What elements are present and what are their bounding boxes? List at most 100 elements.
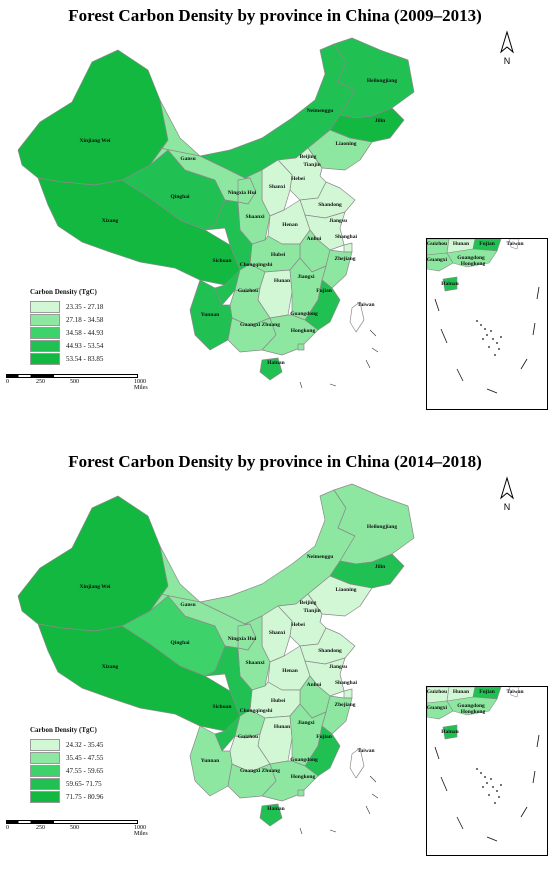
province-label-hubei: Hubei <box>271 252 286 258</box>
inset-label: Hainan <box>441 281 458 287</box>
boundary-dash <box>440 776 448 792</box>
scale-bar-1: 0 250 500 1000 Miles <box>6 372 148 391</box>
island-dot <box>476 320 478 322</box>
province-label-zhejiang: Zhejiang <box>334 702 355 708</box>
island-dot <box>476 768 478 770</box>
island-mark <box>329 383 337 387</box>
inset-label: Hunan <box>453 241 469 247</box>
inset-province-guangdong <box>446 696 498 716</box>
island-dot <box>480 324 482 326</box>
province-hainan <box>259 803 283 827</box>
province-label-shanxi: Shanxi <box>269 630 286 636</box>
province-label-xinjiang: Xinjiang Wei <box>80 584 111 590</box>
boundary-dash <box>434 746 440 760</box>
scale-label: 1000 Miles <box>134 379 148 391</box>
province-xinjiang <box>17 495 169 632</box>
legend-label: 71.75 - 80.96 <box>66 792 104 801</box>
boundary-dash <box>440 328 448 344</box>
province-label-qinghai: Qinghai <box>171 640 190 646</box>
boundary-dash <box>456 816 464 830</box>
inset-label: Fujian <box>479 689 495 695</box>
province-label-guangxi: Guangxi Zhuang <box>240 322 280 328</box>
province-label-jiangxi: Jiangxi <box>297 274 315 280</box>
province-label-neimenggu: Neimenggu <box>307 554 334 560</box>
province-label-guizhou: Guizhou <box>238 288 258 294</box>
inset-label: Hongkong <box>461 261 486 267</box>
legend-label: 44.93 - 53.54 <box>66 341 104 350</box>
province-label-hainan: Hainan <box>267 806 284 812</box>
province-label-tianjin: Tianjin <box>303 608 320 614</box>
legend-row: 71.75 - 80.96 <box>30 790 103 803</box>
boundary-dash <box>520 806 528 818</box>
boundary-dash <box>536 734 540 748</box>
province-label-hainan: Hainan <box>267 360 284 366</box>
province-shanghai <box>343 688 353 699</box>
legend-row: 34.58 - 44.93 <box>30 326 103 339</box>
island-mark <box>369 775 377 783</box>
scale-label: 1000 Miles <box>134 825 148 837</box>
map-panel-2: Xinjiang Wei Xizang Qinghai Gansu Neimenggu H… <box>0 476 550 876</box>
svg-text:N: N <box>504 56 511 66</box>
inset-label: Hongkong <box>461 709 486 715</box>
province-liaoning <box>307 575 373 617</box>
legend-label: 53.54 - 83.85 <box>66 354 104 363</box>
province-label-tianjin: Tianjin <box>303 162 320 168</box>
province-label-beijing: Beijing <box>300 154 317 160</box>
south-china-sea-inset-1: Guizhou Hunan Fujian Taiwan Guangxi Guangdong… <box>426 238 548 410</box>
province-label-anhui: Anhui <box>307 682 322 688</box>
province-label-jiangxi: Jiangxi <box>297 720 315 726</box>
province-label-hebei: Hebei <box>291 176 305 182</box>
map-panel-1: Xinjiang Wei Xizang Qinghai Gansu Neimenggu H… <box>0 30 550 430</box>
china-province-map-1: Xinjiang Wei Xizang Qinghai Gansu Neimenggu H… <box>17 37 415 389</box>
legend-label: 59.65- 71.75 <box>66 779 102 788</box>
province-label-anhui: Anhui <box>307 236 322 242</box>
island-dot <box>484 328 486 330</box>
legend-title: Carbon Density (TgC) <box>30 726 97 734</box>
legend-swatch <box>30 326 60 339</box>
province-label-guangdong: Guangdong <box>290 757 318 763</box>
legend-row: 24.32 - 35.45 <box>30 738 103 751</box>
island-mark <box>371 793 379 799</box>
island-dot <box>482 786 484 788</box>
province-label-jilin: Jilin <box>375 118 385 124</box>
legend-row: 47.55 - 59.65 <box>30 764 103 777</box>
scale-label: 0 <box>6 825 9 831</box>
island-mark <box>369 329 377 337</box>
province-label-hunan: Hunan <box>274 724 290 730</box>
province-label-hongkong: Hongkong <box>291 774 316 780</box>
legend-label: 27.18 - 34.58 <box>66 315 104 324</box>
province-label-hebei: Hebei <box>291 622 305 628</box>
south-china-sea-inset-2: Guizhou Hunan Fujian Taiwan Guangxi Guangdong… <box>426 686 548 856</box>
legend-swatch <box>30 777 60 790</box>
boundary-dash <box>486 388 498 394</box>
island-dot <box>494 354 496 356</box>
inset-label: Guangdong <box>457 255 485 261</box>
province-label-ningxia: Ningxia Hui <box>228 190 257 196</box>
china-province-map-2: Xinjiang Wei Xizang Qinghai Gansu Neimenggu H… <box>17 483 415 835</box>
legend-row: 35.45 - 47.55 <box>30 751 103 764</box>
province-label-shaanxi: Shaanxi <box>246 214 265 220</box>
island-dot <box>490 330 492 332</box>
inset-province-guangxi <box>427 252 454 272</box>
legend-title: Carbon Density (TgC) <box>30 288 97 296</box>
province-label-shandong: Shandong <box>318 202 342 208</box>
province-label-zhejiang: Zhejiang <box>334 256 355 262</box>
province-label-guizhou: Guizhou <box>238 734 258 740</box>
province-label-xizang: Xizang <box>102 218 119 224</box>
province-label-sichuan: Sichuan <box>213 704 232 710</box>
island-dot <box>500 336 502 338</box>
province-label-gansu: Gansu <box>180 602 195 608</box>
island-mark <box>365 359 371 369</box>
island-dot <box>480 772 482 774</box>
province-label-fujian: Fujian <box>316 288 332 294</box>
province-label-shaanxi: Shaanxi <box>246 660 265 666</box>
boundary-dash <box>532 322 536 336</box>
province-label-jiangsu: Jiangsu <box>329 664 347 670</box>
province-label-chongqing: Chongqingshi <box>240 708 273 714</box>
inset-province-taiwan <box>508 239 520 250</box>
province-label-shandong: Shandong <box>318 648 342 654</box>
province-taiwan <box>349 747 365 779</box>
province-label-qinghai: Qinghai <box>171 194 190 200</box>
province-label-beijing: Beijing <box>300 600 317 606</box>
island-mark <box>329 829 337 833</box>
